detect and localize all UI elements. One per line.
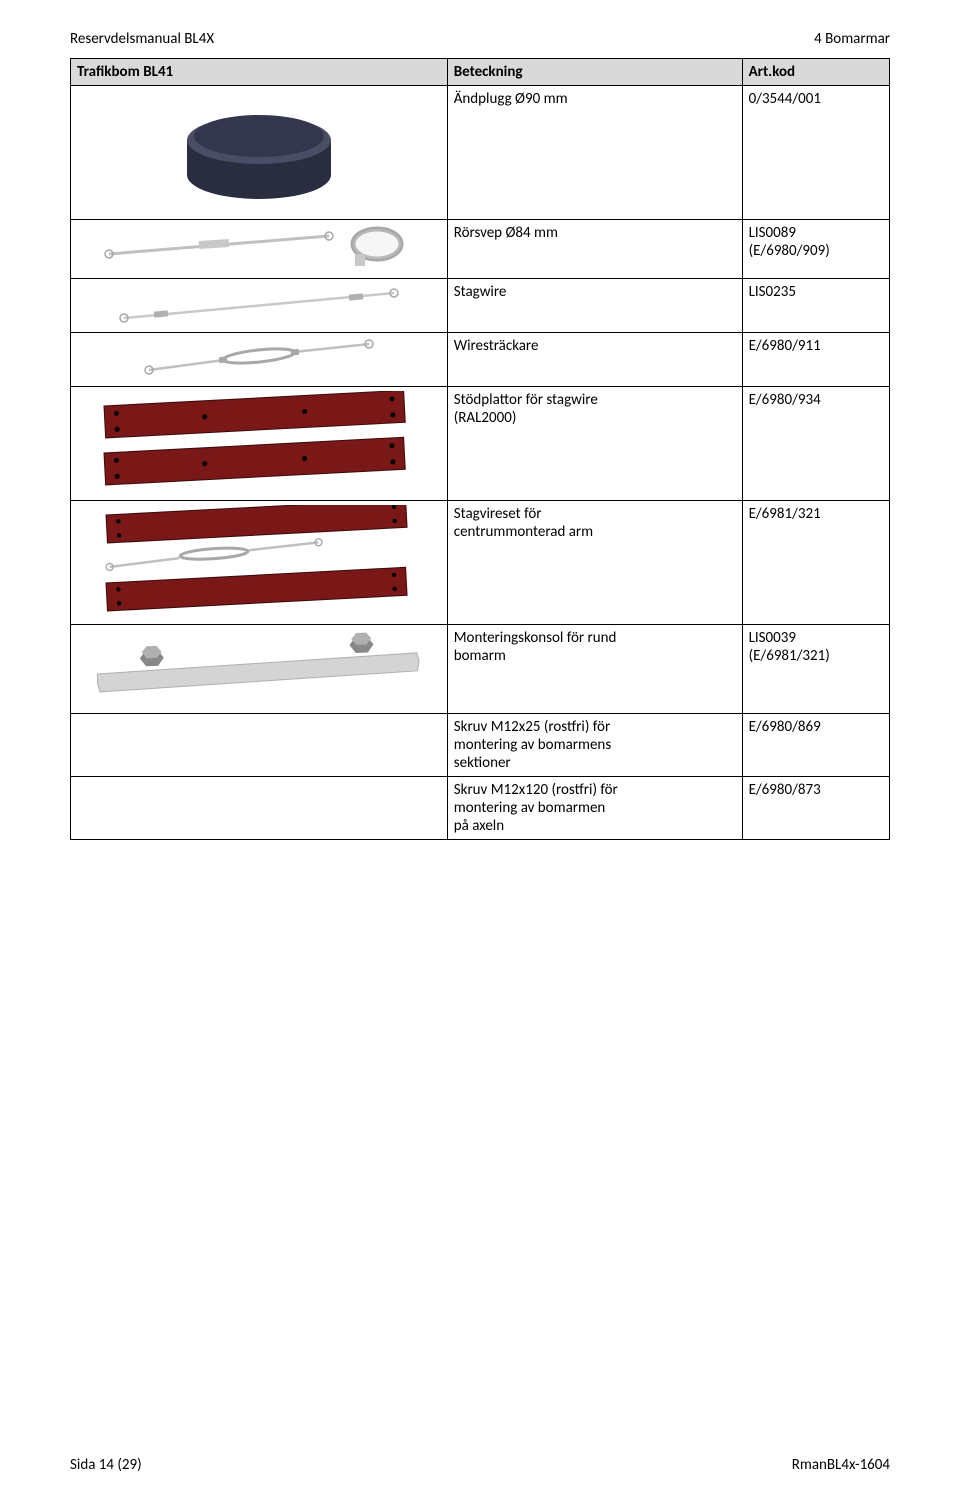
footer-right: RmanBL4x-1604: [792, 1456, 890, 1474]
part-desc: Monteringskonsol för rundbomarm: [447, 625, 742, 714]
part-code: LIS0235: [742, 279, 889, 333]
table-row: Stagwire LIS0235: [71, 279, 890, 333]
part-image-empty: [71, 777, 448, 840]
table-row: Monteringskonsol för rundbomarm LIS0039(…: [71, 625, 890, 714]
parts-table: Trafikbom BL41 Beteckning Art.kod Ändplu…: [70, 58, 890, 840]
part-image-endcap: [71, 86, 448, 220]
table-header-row: Trafikbom BL41 Beteckning Art.kod: [71, 59, 890, 86]
page-footer: Sida 14 (29) RmanBL4x-1604: [70, 1456, 890, 1474]
table-row: Ändplugg Ø90 mm 0/3544/001: [71, 86, 890, 220]
table-row: Skruv M12x120 (rostfri) förmontering av …: [71, 777, 890, 840]
part-code: 0/3544/001: [742, 86, 889, 220]
part-code: E/6980/934: [742, 387, 889, 501]
footer-left: Sida 14 (29): [70, 1456, 142, 1474]
table-row: Stödplattor för stagwire(RAL2000) E/6980…: [71, 387, 890, 501]
part-image-konsol: [71, 625, 448, 714]
part-desc: Stagvireset förcentrummonterad arm: [447, 501, 742, 625]
part-code: E/6981/321: [742, 501, 889, 625]
part-code: LIS0039(E/6981/321): [742, 625, 889, 714]
part-image-empty: [71, 714, 448, 777]
part-desc: Wiresträckare: [447, 333, 742, 387]
header-left: Reservdelsmanual BL4X: [70, 30, 214, 48]
col-header-code: Art.kod: [742, 59, 889, 86]
col-header-image: Trafikbom BL41: [71, 59, 448, 86]
table-row: Skruv M12x25 (rostfri) förmontering av b…: [71, 714, 890, 777]
part-desc: Ändplugg Ø90 mm: [447, 86, 742, 220]
col-header-desc: Beteckning: [447, 59, 742, 86]
page-header: Reservdelsmanual BL4X 4 Bomarmar: [70, 30, 890, 48]
part-desc: Skruv M12x25 (rostfri) förmontering av b…: [447, 714, 742, 777]
part-code: LIS0089(E/6980/909): [742, 220, 889, 279]
table-row: Rörsvep Ø84 mm LIS0089(E/6980/909): [71, 220, 890, 279]
part-desc: Stödplattor för stagwire(RAL2000): [447, 387, 742, 501]
part-code: E/6980/869: [742, 714, 889, 777]
header-right: 4 Bomarmar: [814, 30, 890, 48]
part-desc: Rörsvep Ø84 mm: [447, 220, 742, 279]
table-row: Stagvireset förcentrummonterad arm E/698…: [71, 501, 890, 625]
part-desc: Stagwire: [447, 279, 742, 333]
part-image-stodplattor: [71, 387, 448, 501]
part-image-wirestrackare: [71, 333, 448, 387]
part-image-stagvireset: [71, 501, 448, 625]
part-image-stagwire: [71, 279, 448, 333]
part-image-rorsvep: [71, 220, 448, 279]
table-row: Wiresträckare E/6980/911: [71, 333, 890, 387]
part-desc: Skruv M12x120 (rostfri) förmontering av …: [447, 777, 742, 840]
part-code: E/6980/873: [742, 777, 889, 840]
part-code: E/6980/911: [742, 333, 889, 387]
